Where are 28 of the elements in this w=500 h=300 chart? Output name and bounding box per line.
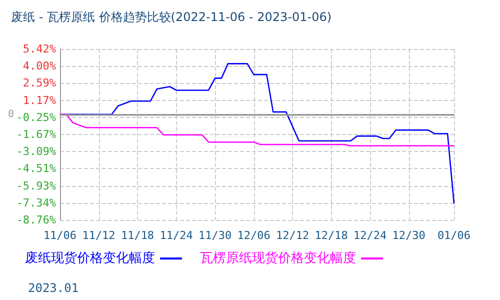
- chart-title: 废纸 - 瓦楞原纸 价格趋势比较(2022-11-06 - 2023-01-06): [11, 10, 332, 24]
- y-tick-label: -4.51%: [16, 162, 56, 176]
- x-tick-label: 12/30: [392, 229, 426, 242]
- y-tick-label: -8.76%: [16, 214, 56, 226]
- x-tick-label: 11/24: [160, 229, 194, 242]
- y-tick-label: -1.67%: [16, 128, 56, 141]
- legend-label: 废纸现货价格变化幅度: [25, 250, 155, 266]
- y-tick-label: -0.25%: [16, 110, 56, 124]
- x-tick-label: 12/24: [353, 229, 387, 242]
- x-tick-label: 11/06: [43, 229, 77, 242]
- legend-label: 瓦楞原纸现货价格变化幅度: [200, 250, 356, 266]
- line-series: [59, 114, 455, 146]
- x-tick-label: 11/18: [120, 229, 154, 242]
- y-tick-label: -5.93%: [16, 179, 56, 192]
- y-tick-label: 5.42%: [22, 42, 56, 56]
- x-tick-label: 12/12: [276, 229, 310, 242]
- y-tick-label: -7.34%: [16, 196, 56, 210]
- x-tick-label: 12/18: [314, 229, 348, 242]
- x-tick-label: 11/12: [82, 229, 116, 242]
- text: 2023.01: [28, 281, 79, 295]
- ref-line-label: 0: [8, 108, 14, 120]
- y-tick-label: -3.09%: [16, 145, 56, 158]
- y-tick-label: 1.17%: [22, 94, 56, 107]
- y-tick-label: 4.00%: [22, 60, 56, 73]
- x-tick-label: 11/30: [198, 229, 232, 242]
- x-tick-label: 01/06: [437, 229, 471, 242]
- x-tick-label: 12/06: [237, 229, 270, 242]
- y-tick-label: 2.59%: [22, 76, 56, 90]
